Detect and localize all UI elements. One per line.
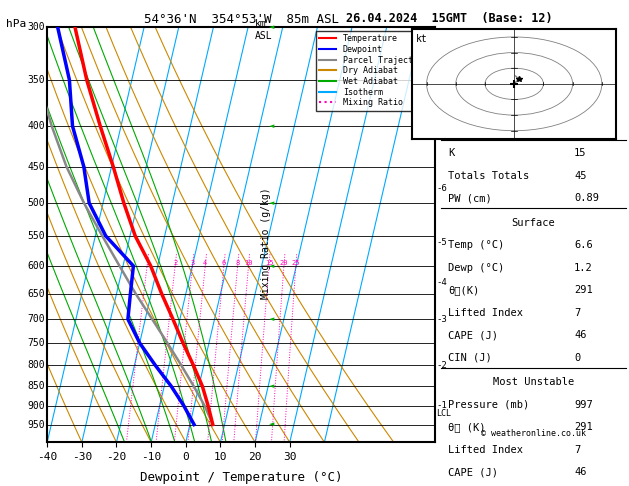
Text: kt: kt xyxy=(416,34,428,44)
Text: 700: 700 xyxy=(28,314,45,324)
Text: ◄: ◄ xyxy=(269,263,274,269)
Text: θᴇ(K): θᴇ(K) xyxy=(448,285,480,295)
Text: 0.89: 0.89 xyxy=(574,193,599,203)
Text: 500: 500 xyxy=(28,198,45,208)
Text: Totals Totals: Totals Totals xyxy=(448,171,530,181)
Text: 1: 1 xyxy=(145,260,149,266)
Text: -5: -5 xyxy=(436,238,447,247)
Text: 850: 850 xyxy=(28,381,45,391)
Text: hPa: hPa xyxy=(6,19,26,30)
Text: 550: 550 xyxy=(28,231,45,241)
Text: 7: 7 xyxy=(574,308,581,318)
Text: 2: 2 xyxy=(173,260,177,266)
Text: 25: 25 xyxy=(292,260,300,266)
Title: 54°36'N  354°53'W  85m ASL: 54°36'N 354°53'W 85m ASL xyxy=(144,13,339,26)
Legend: Temperature, Dewpoint, Parcel Trajectory, Dry Adiabat, Wet Adiabat, Isotherm, Mi: Temperature, Dewpoint, Parcel Trajectory… xyxy=(316,31,431,110)
Text: 8: 8 xyxy=(235,260,240,266)
Text: 800: 800 xyxy=(28,360,45,370)
Text: 300: 300 xyxy=(28,22,45,32)
Text: 950: 950 xyxy=(28,419,45,430)
Text: -1: -1 xyxy=(436,401,447,410)
Text: 350: 350 xyxy=(28,75,45,85)
Text: 46: 46 xyxy=(574,467,587,477)
Text: Temp (°C): Temp (°C) xyxy=(448,241,504,250)
Text: Lifted Index: Lifted Index xyxy=(448,445,523,455)
Text: Dewp (°C): Dewp (°C) xyxy=(448,263,504,273)
Text: -4: -4 xyxy=(436,278,447,287)
Text: km
ASL: km ASL xyxy=(255,19,272,41)
Text: PW (cm): PW (cm) xyxy=(448,193,492,203)
Text: 900: 900 xyxy=(28,401,45,411)
Text: -6: -6 xyxy=(436,185,447,193)
Text: -3: -3 xyxy=(436,314,447,324)
Text: 46: 46 xyxy=(574,330,587,340)
Text: CIN (J): CIN (J) xyxy=(448,353,492,363)
Text: Mixing Ratio (g/kg): Mixing Ratio (g/kg) xyxy=(261,187,271,299)
Text: 3: 3 xyxy=(191,260,194,266)
Text: 20: 20 xyxy=(280,260,288,266)
Text: 4: 4 xyxy=(203,260,208,266)
Text: 15: 15 xyxy=(574,148,587,158)
Text: ◄: ◄ xyxy=(269,200,274,206)
Text: 45: 45 xyxy=(574,171,587,181)
Text: 291: 291 xyxy=(574,422,593,432)
Text: K: K xyxy=(448,148,455,158)
Text: 0: 0 xyxy=(574,353,581,363)
Text: ◄: ◄ xyxy=(269,316,274,322)
Text: 600: 600 xyxy=(28,261,45,271)
Text: Most Unstable: Most Unstable xyxy=(493,377,574,387)
Text: -7: -7 xyxy=(436,130,447,139)
Text: 6.6: 6.6 xyxy=(574,241,593,250)
Text: 7: 7 xyxy=(574,445,581,455)
Text: -2: -2 xyxy=(436,361,447,370)
Text: ◄: ◄ xyxy=(269,24,274,30)
Text: ◄: ◄ xyxy=(269,383,274,389)
Text: ◄: ◄ xyxy=(269,421,274,428)
Text: CAPE (J): CAPE (J) xyxy=(448,467,498,477)
Text: 400: 400 xyxy=(28,121,45,131)
Text: 450: 450 xyxy=(28,162,45,172)
Text: 26.04.2024  15GMT  (Base: 12): 26.04.2024 15GMT (Base: 12) xyxy=(347,12,553,25)
Text: 291: 291 xyxy=(574,285,593,295)
Text: CAPE (J): CAPE (J) xyxy=(448,330,498,340)
Text: 15: 15 xyxy=(265,260,273,266)
Text: 6: 6 xyxy=(222,260,226,266)
Text: ◄: ◄ xyxy=(269,123,274,129)
Text: © weatheronline.co.uk: © weatheronline.co.uk xyxy=(481,429,586,438)
Text: LCL: LCL xyxy=(436,409,451,418)
Text: 997: 997 xyxy=(574,400,593,410)
Text: 650: 650 xyxy=(28,289,45,298)
Text: Dewpoint / Temperature (°C): Dewpoint / Temperature (°C) xyxy=(140,471,342,485)
Text: 10: 10 xyxy=(244,260,253,266)
Text: Lifted Index: Lifted Index xyxy=(448,308,523,318)
Text: Surface: Surface xyxy=(511,218,555,228)
Text: θᴇ (K): θᴇ (K) xyxy=(448,422,486,432)
Text: 1.2: 1.2 xyxy=(574,263,593,273)
Text: 750: 750 xyxy=(28,338,45,348)
Text: Pressure (mb): Pressure (mb) xyxy=(448,400,530,410)
